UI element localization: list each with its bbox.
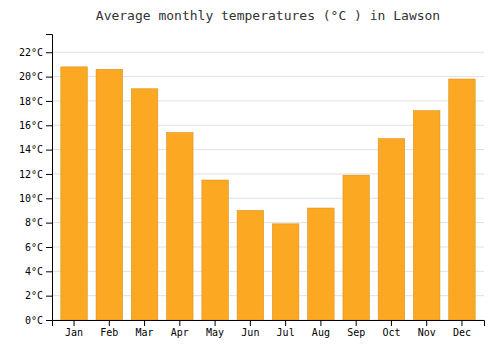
x-tick-mark bbox=[391, 320, 392, 326]
y-tick-label: 4°C bbox=[25, 266, 43, 277]
x-tick-label: Mar bbox=[136, 327, 154, 338]
y-tick-label: 18°C bbox=[19, 96, 43, 107]
y-axis: 0°C 2°C 4°C 6°C 8°C 10°C 12°C 14°C 16°C 18°C 20°C 2… bbox=[19, 35, 53, 326]
x-tick-mark bbox=[285, 320, 286, 326]
y-tick: 4°C bbox=[25, 266, 52, 277]
bars bbox=[61, 67, 475, 320]
y-tick-mark bbox=[46, 52, 52, 53]
y-tick: 16°C bbox=[19, 120, 52, 131]
y-tick-label: 20°C bbox=[19, 71, 43, 82]
x-tick-mark bbox=[74, 320, 75, 326]
y-tick: 2°C bbox=[25, 290, 52, 301]
y-tick-label: 10°C bbox=[19, 193, 43, 204]
x-tick-mark bbox=[426, 320, 427, 326]
y-tick-mark bbox=[46, 271, 52, 272]
y-tick: 0°C bbox=[25, 315, 52, 326]
x-tick-label: May bbox=[206, 327, 224, 338]
x-tick: Sep bbox=[347, 320, 365, 338]
y-tick: 18°C bbox=[19, 96, 52, 107]
bar bbox=[413, 111, 439, 320]
x-tick-mark bbox=[215, 320, 216, 326]
bar bbox=[272, 224, 298, 320]
x-axis: Jan Feb Mar Apr May Jun Jul Aug Sep Oct Nov Dec bbox=[53, 320, 485, 338]
bar bbox=[167, 133, 193, 320]
y-tick-mark bbox=[46, 125, 52, 126]
x-tick-mark bbox=[144, 320, 145, 326]
bar bbox=[202, 180, 228, 320]
x-tick-label: Apr bbox=[171, 327, 189, 338]
x-tick-label: Dec bbox=[453, 327, 471, 338]
y-tick-mark bbox=[46, 150, 52, 151]
y-tick-label: 14°C bbox=[19, 144, 43, 155]
y-tick-mark bbox=[46, 320, 52, 321]
x-tick-label: Sep bbox=[347, 327, 365, 338]
x-axis-line bbox=[53, 321, 485, 327]
x-tick: Jun bbox=[241, 320, 259, 338]
y-tick: 8°C bbox=[25, 217, 52, 228]
x-tick: Nov bbox=[418, 320, 436, 338]
y-tick: 20°C bbox=[19, 71, 52, 82]
x-tick: Mar bbox=[136, 320, 154, 338]
x-tick: May bbox=[206, 320, 224, 338]
y-tick-label: 8°C bbox=[25, 217, 43, 228]
x-tick-label: Feb bbox=[100, 327, 118, 338]
x-tick-mark bbox=[250, 320, 251, 326]
y-tick: 10°C bbox=[19, 193, 52, 204]
x-tick-label: Jun bbox=[241, 327, 259, 338]
bar bbox=[96, 69, 122, 320]
x-tick-mark bbox=[461, 320, 462, 326]
y-tick-label: 6°C bbox=[25, 242, 43, 253]
bar bbox=[449, 79, 475, 320]
x-tick: Apr bbox=[171, 320, 189, 338]
bar bbox=[237, 210, 263, 320]
y-tick: 12°C bbox=[19, 169, 52, 180]
y-tick: 6°C bbox=[25, 242, 52, 253]
x-tick: Dec bbox=[453, 320, 471, 338]
x-tick: Jul bbox=[277, 320, 295, 338]
y-tick-mark bbox=[46, 223, 52, 224]
y-tick: 14°C bbox=[19, 144, 52, 155]
y-axis-line bbox=[46, 35, 53, 321]
grid bbox=[52, 52, 484, 320]
y-tick-label: 22°C bbox=[19, 47, 43, 58]
y-tick-mark bbox=[46, 198, 52, 199]
x-tick-label: Oct bbox=[382, 327, 400, 338]
bar bbox=[131, 89, 157, 320]
x-tick-mark bbox=[109, 320, 110, 326]
bar bbox=[378, 139, 404, 320]
y-tick-label: 12°C bbox=[19, 169, 43, 180]
x-tick-label: Jan bbox=[65, 327, 83, 338]
x-tick: Jan bbox=[65, 320, 83, 338]
x-tick-mark bbox=[179, 320, 180, 326]
y-tick-label: 2°C bbox=[25, 290, 43, 301]
x-tick: Feb bbox=[100, 320, 118, 338]
y-tick-mark bbox=[46, 296, 52, 297]
y-tick-label: 0°C bbox=[25, 315, 43, 326]
x-tick-label: Jul bbox=[277, 327, 295, 338]
plot: Jan Feb Mar Apr May Jun Jul Aug Sep Oct Nov Dec 0°C 2… bbox=[19, 35, 485, 339]
x-tick-label: Aug bbox=[312, 327, 330, 338]
bar bbox=[308, 208, 334, 320]
bar bbox=[61, 67, 87, 320]
bar bbox=[343, 175, 369, 320]
y-tick-mark bbox=[46, 77, 52, 78]
y-tick-mark bbox=[46, 174, 52, 175]
x-tick-mark bbox=[320, 320, 321, 326]
title: Average monthly temperatures (°C ) in La… bbox=[96, 8, 440, 23]
y-tick: 22°C bbox=[19, 47, 52, 58]
x-tick: Oct bbox=[382, 320, 400, 338]
y-tick-label: 16°C bbox=[19, 120, 43, 131]
grid-line bbox=[52, 52, 484, 53]
y-tick-mark bbox=[46, 247, 52, 248]
x-tick: Aug bbox=[312, 320, 330, 338]
x-tick-mark bbox=[356, 320, 357, 326]
chart: Jan Feb Mar Apr May Jun Jul Aug Sep Oct Nov Dec 0°C 2… bbox=[0, 0, 500, 350]
x-tick-label: Nov bbox=[418, 327, 436, 338]
y-tick-mark bbox=[46, 101, 52, 102]
